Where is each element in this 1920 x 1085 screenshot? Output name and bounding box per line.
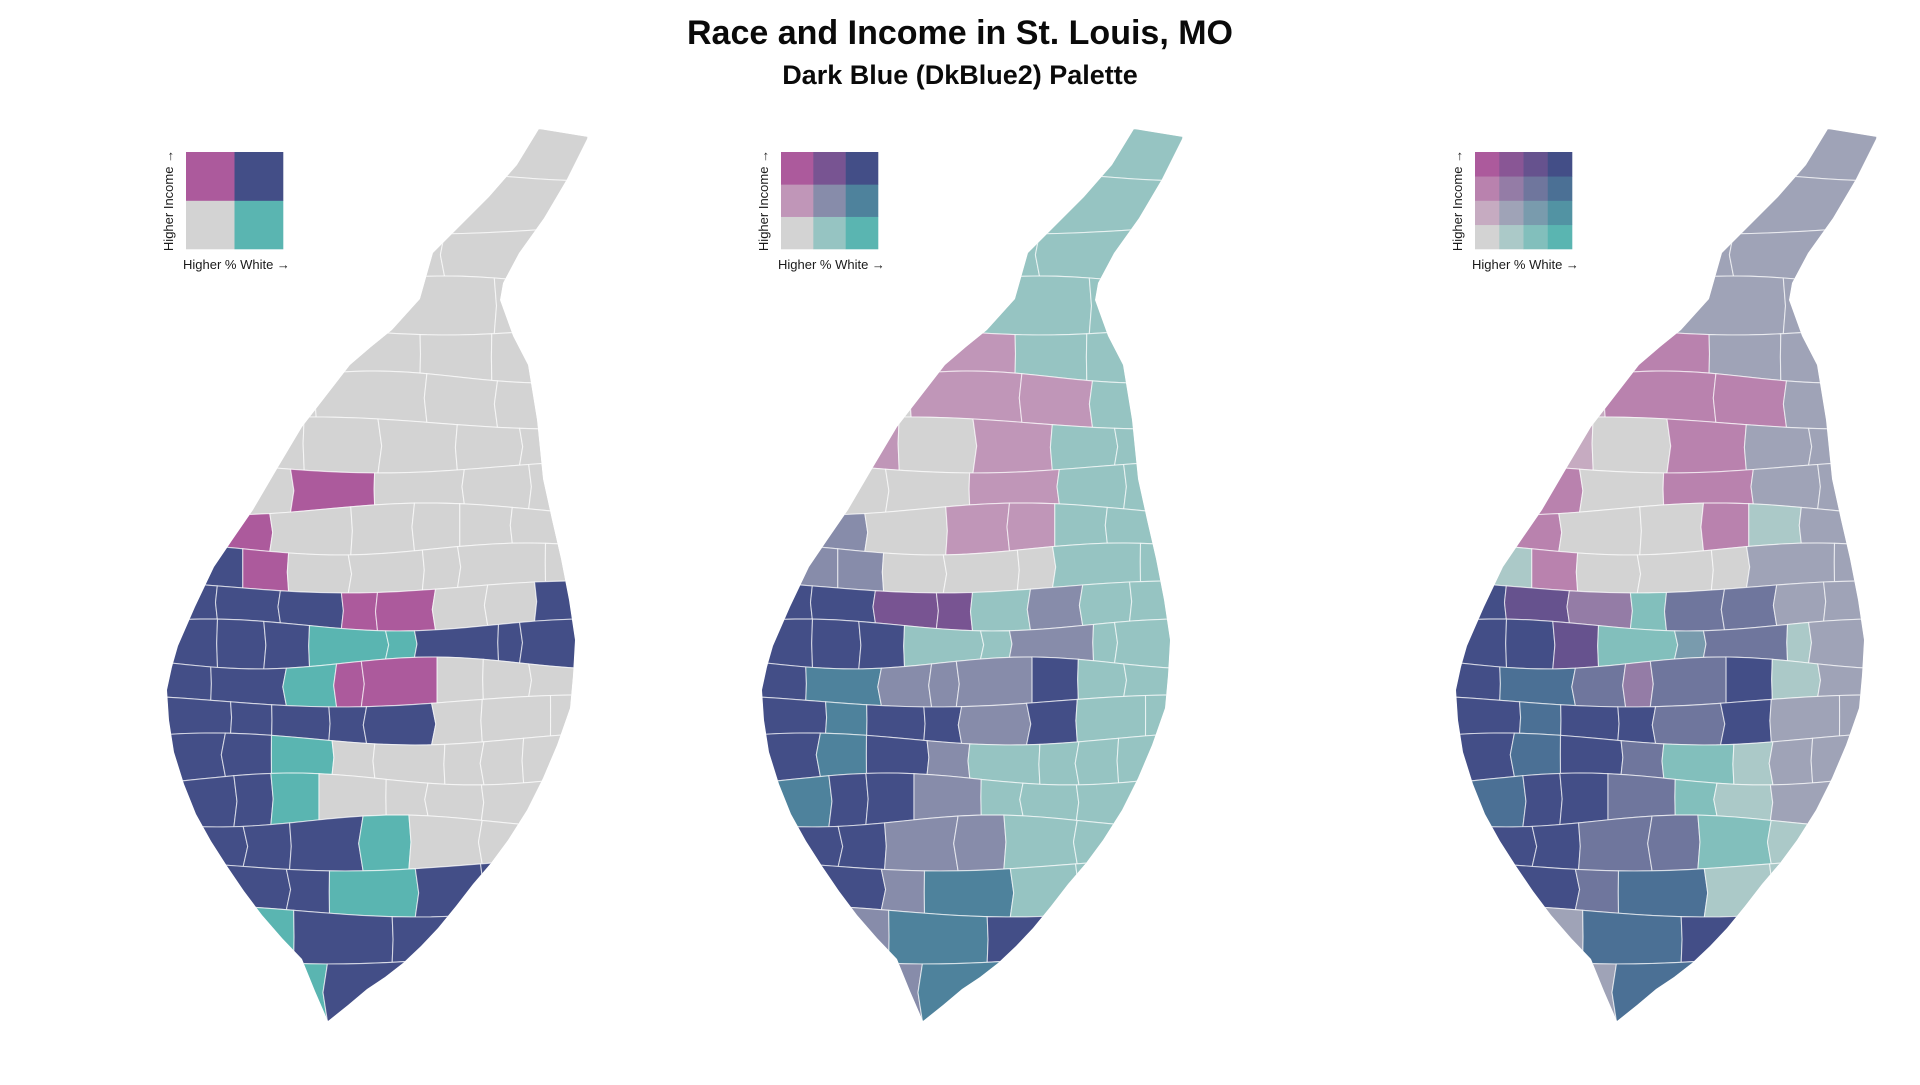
svg-text:Higher Income →: Higher Income → — [161, 150, 176, 251]
svg-text:Higher Income →: Higher Income → — [756, 150, 771, 251]
svg-text:Higher % White →: Higher % White → — [778, 257, 885, 272]
svg-text:Higher % White →: Higher % White → — [1472, 257, 1579, 272]
svg-text:Race and Income in St. Louis,: Race and Income in St. Louis, MO — [687, 14, 1233, 52]
svg-text:Higher Income →: Higher Income → — [1450, 150, 1465, 251]
svg-text:Dark Blue (DkBlue2) Palette: Dark Blue (DkBlue2) Palette — [782, 60, 1138, 90]
svg-text:Higher % White →: Higher % White → — [183, 257, 290, 272]
